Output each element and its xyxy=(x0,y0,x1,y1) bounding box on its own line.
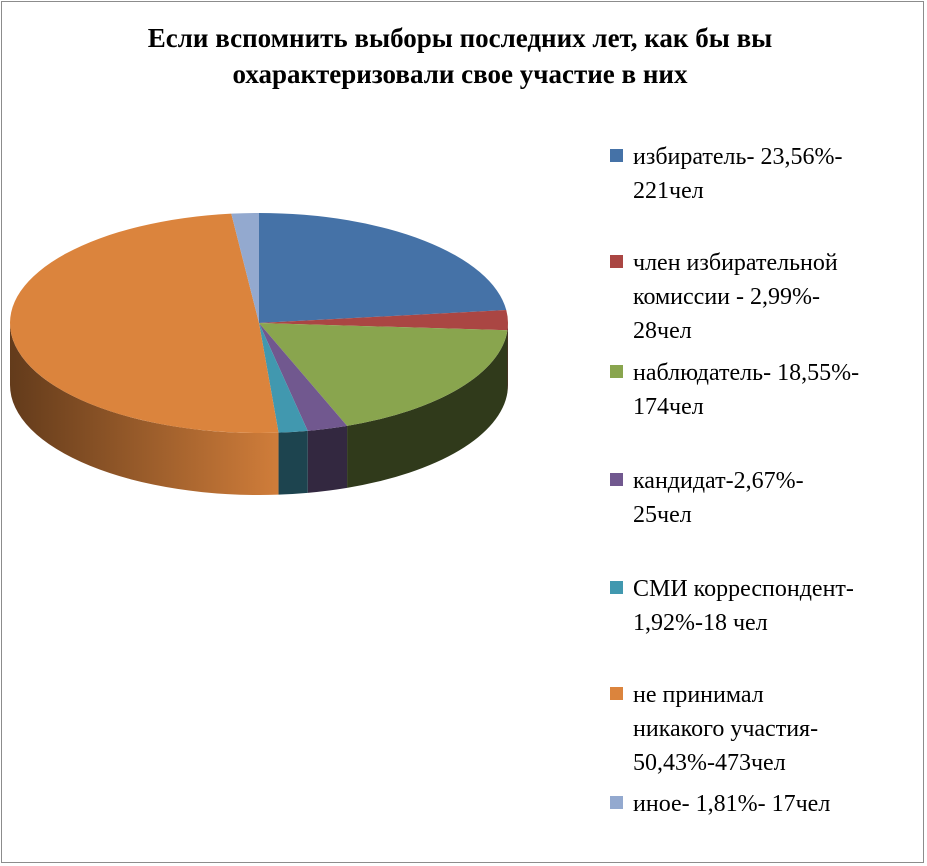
legend-label-other: иное- 1,81%- 17чел xyxy=(633,791,831,817)
pie-side-media-correspondent xyxy=(278,430,308,495)
legend-key-voter xyxy=(610,149,623,162)
pie-slice-observer xyxy=(259,323,508,426)
pie-side-candidate xyxy=(307,425,348,493)
pie-slice-media-correspondent xyxy=(259,323,308,433)
chart-title-line-2: охарактеризовали свое участие в них xyxy=(232,59,688,89)
legend-label-voter: избиратель- 23,56%- 221чел xyxy=(633,144,843,204)
pie-slice-commission-member xyxy=(259,309,508,331)
legend-key-commission-member xyxy=(610,255,623,268)
pie-slice-no-participation xyxy=(10,213,279,433)
legend-label-observer: наблюдатель- 18,55%- 174чел xyxy=(633,360,860,420)
pie-side-no-participation xyxy=(10,323,279,495)
pie-slice-candidate xyxy=(259,323,348,431)
legend-key-no-participation xyxy=(610,687,623,700)
legend-key-media-correspondent xyxy=(610,581,623,594)
legend-key-observer xyxy=(610,365,623,378)
pie-side-commission-member xyxy=(507,323,508,393)
chart-title: Если вспомнить выборы последних лет, как… xyxy=(60,20,860,92)
pie-slice-voter xyxy=(259,213,507,323)
legend-key-candidate xyxy=(610,473,623,486)
legend-key-other xyxy=(610,796,623,809)
legend-label-media-correspondent: СМИ корреспондент- 1,92%-18 чел xyxy=(633,576,854,636)
legend-label-commission-member: член избирательной комиссии - 2,99%- 28ч… xyxy=(633,250,838,344)
legend-label-candidate: кандидат-2,67%- 25чел xyxy=(633,468,804,528)
chart-title-line-1: Если вспомнить выборы последних лет, как… xyxy=(147,23,773,53)
pie-slice-other xyxy=(231,213,259,323)
legend-label-no-participation: не принимал никакого участия- 50,43%-473… xyxy=(633,682,819,776)
pie-side-observer xyxy=(347,330,508,488)
